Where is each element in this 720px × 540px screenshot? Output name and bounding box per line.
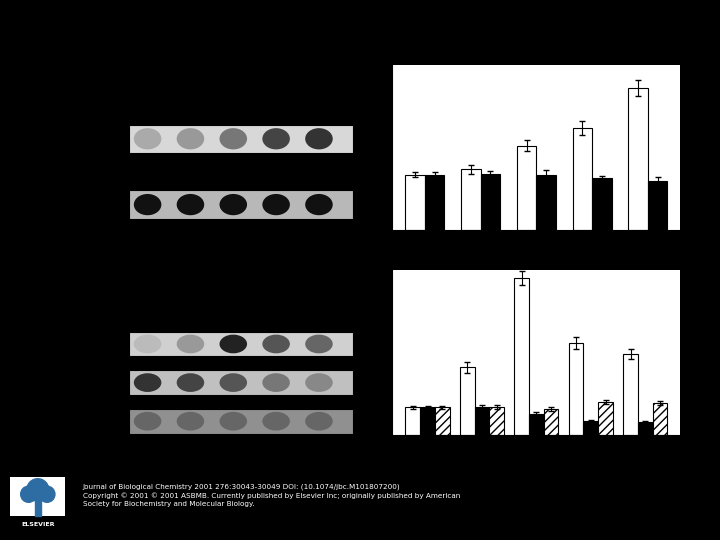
Text: time (h): time (h) xyxy=(68,310,112,320)
Bar xyxy=(624,354,638,435)
Text: d: d xyxy=(695,262,706,277)
Bar xyxy=(536,174,556,230)
Bar xyxy=(598,402,613,435)
Bar xyxy=(544,409,559,435)
Ellipse shape xyxy=(305,194,333,215)
Text: 12: 12 xyxy=(269,102,283,111)
Ellipse shape xyxy=(220,335,247,353)
Bar xyxy=(130,125,353,153)
Text: Figure 3: Figure 3 xyxy=(335,15,385,28)
Ellipse shape xyxy=(305,128,333,150)
Text: ELSEVIER: ELSEVIER xyxy=(21,522,55,527)
Bar xyxy=(130,332,353,356)
Y-axis label: % of expression: % of expression xyxy=(352,109,362,186)
Text: Journal of Biological Chemistry 2001 276:30043-30049 DOI: (10.1074/jbc.M10180720: Journal of Biological Chemistry 2001 276… xyxy=(83,483,460,507)
Text: 18S: 18S xyxy=(65,416,86,426)
Text: 24: 24 xyxy=(312,102,326,111)
Text: β-actin: β-actin xyxy=(65,200,104,210)
Ellipse shape xyxy=(176,128,204,150)
Ellipse shape xyxy=(134,412,161,430)
Bar xyxy=(435,407,449,435)
Circle shape xyxy=(27,479,49,501)
Bar xyxy=(130,409,353,434)
Bar xyxy=(474,407,490,435)
Ellipse shape xyxy=(220,194,247,215)
Ellipse shape xyxy=(134,373,161,392)
Text: 6: 6 xyxy=(230,310,237,320)
Ellipse shape xyxy=(262,373,290,392)
Ellipse shape xyxy=(305,335,333,353)
Text: ENT1: ENT1 xyxy=(65,377,94,388)
Bar xyxy=(648,181,667,229)
Text: LPS: LPS xyxy=(559,279,577,289)
Text: LPS: LPS xyxy=(251,275,271,285)
Text: 6: 6 xyxy=(230,102,237,111)
Bar xyxy=(569,343,583,435)
Ellipse shape xyxy=(262,128,290,150)
Ellipse shape xyxy=(305,412,333,430)
Ellipse shape xyxy=(220,412,247,430)
Bar xyxy=(425,174,444,230)
Text: time (h): time (h) xyxy=(234,253,273,262)
Text: CNT1: CNT1 xyxy=(65,134,95,144)
Bar xyxy=(638,422,652,435)
Text: LPS: LPS xyxy=(559,484,577,494)
Ellipse shape xyxy=(176,194,204,215)
Ellipse shape xyxy=(134,128,161,150)
Text: CNT2: CNT2 xyxy=(65,339,95,349)
Ellipse shape xyxy=(305,373,333,392)
Bar xyxy=(405,407,420,435)
Bar xyxy=(572,128,592,230)
Bar xyxy=(490,407,504,435)
Bar xyxy=(462,169,481,230)
Text: time (h): time (h) xyxy=(68,102,112,111)
Text: 24: 24 xyxy=(312,310,326,320)
Bar xyxy=(130,191,353,219)
Ellipse shape xyxy=(176,373,204,392)
Text: 0: 0 xyxy=(144,102,151,111)
Ellipse shape xyxy=(262,194,290,215)
Bar xyxy=(517,145,536,230)
Text: 0: 0 xyxy=(144,310,151,320)
Ellipse shape xyxy=(134,194,161,215)
Ellipse shape xyxy=(176,412,204,430)
Text: a: a xyxy=(341,39,351,53)
Text: 3: 3 xyxy=(187,102,194,111)
Bar xyxy=(405,174,425,230)
Text: LPS: LPS xyxy=(251,62,271,72)
Ellipse shape xyxy=(220,373,247,392)
Ellipse shape xyxy=(134,335,161,353)
Y-axis label: % of expression: % of expression xyxy=(352,314,362,391)
Bar xyxy=(629,88,648,230)
Text: b: b xyxy=(695,57,706,72)
Text: time (h): time (h) xyxy=(234,458,273,468)
Bar xyxy=(529,414,544,435)
Text: 12: 12 xyxy=(269,310,283,320)
Polygon shape xyxy=(35,501,41,516)
Bar xyxy=(583,421,598,435)
Circle shape xyxy=(21,486,37,502)
Bar xyxy=(460,367,474,435)
Bar xyxy=(652,403,667,435)
Bar xyxy=(514,278,529,435)
Bar xyxy=(420,407,435,435)
Text: c: c xyxy=(341,254,349,269)
Ellipse shape xyxy=(220,128,247,150)
Ellipse shape xyxy=(262,412,290,430)
Circle shape xyxy=(39,486,55,502)
Ellipse shape xyxy=(176,335,204,353)
Bar xyxy=(130,370,353,395)
Ellipse shape xyxy=(262,335,290,353)
Bar xyxy=(592,178,611,230)
Bar xyxy=(481,173,500,230)
Text: 3: 3 xyxy=(187,310,194,320)
